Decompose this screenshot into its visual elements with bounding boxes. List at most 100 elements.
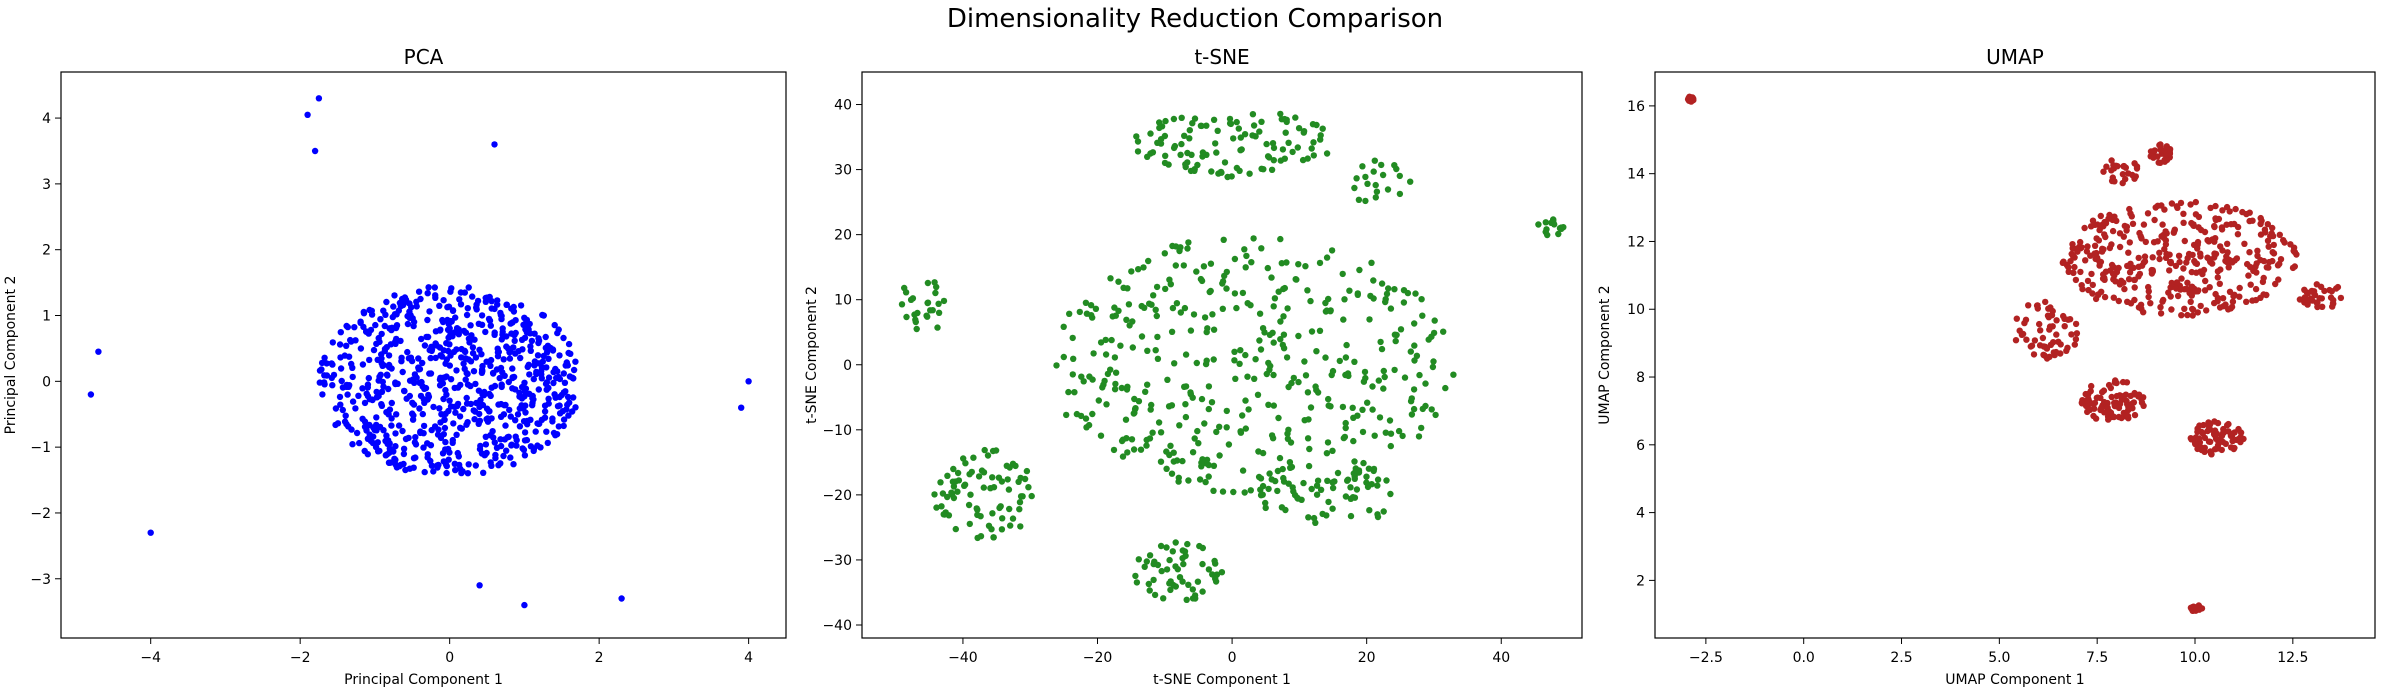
tsne-y-tick-label: −40 xyxy=(822,618,852,634)
tsne-point xyxy=(1391,286,1398,293)
umap-point xyxy=(2055,338,2062,345)
tsne-point xyxy=(1184,540,1191,548)
tsne-point xyxy=(1323,254,1331,261)
umap-point xyxy=(2249,297,2256,304)
tsne-point xyxy=(1396,172,1404,180)
pca-point xyxy=(426,308,433,315)
pca-point xyxy=(415,355,422,362)
tsne-point xyxy=(1372,181,1379,189)
umap-point xyxy=(2140,259,2148,266)
umap-point xyxy=(2269,224,2276,232)
tsne-point xyxy=(981,446,988,454)
pca-point xyxy=(476,417,484,424)
tsne-point xyxy=(1450,371,1457,378)
pca-point xyxy=(311,147,319,155)
tsne-point xyxy=(1254,391,1262,398)
tsne-point xyxy=(1183,596,1190,603)
umap-point xyxy=(2180,219,2187,226)
tsne-point xyxy=(1133,579,1141,586)
tsne-point xyxy=(1354,291,1362,298)
pca-point xyxy=(415,288,423,295)
tsne-point xyxy=(1290,374,1298,382)
umap-point xyxy=(2180,265,2187,272)
tsne-point xyxy=(1323,450,1331,457)
tsne-point xyxy=(980,469,988,476)
pca-point xyxy=(529,395,536,402)
tsne-point xyxy=(1395,427,1403,435)
tsne-point xyxy=(940,511,947,518)
umap-point xyxy=(2203,307,2210,314)
umap-point xyxy=(2197,443,2204,451)
umap-point xyxy=(2214,268,2222,275)
pca-point xyxy=(342,412,349,419)
umap-point xyxy=(2030,351,2038,358)
pca-point xyxy=(467,322,474,329)
pca-point xyxy=(449,439,456,446)
umap-point xyxy=(2135,273,2142,280)
tsne-point xyxy=(1392,337,1399,345)
tsne-point xyxy=(1380,508,1387,515)
tsne-point xyxy=(1393,165,1400,173)
tsne-point xyxy=(1069,371,1077,378)
umap-point xyxy=(2192,288,2199,295)
tsne-point xyxy=(944,472,951,479)
umap-point xyxy=(2109,227,2117,235)
tsne-point xyxy=(1112,380,1119,388)
pca-point xyxy=(512,317,519,324)
tsne-point xyxy=(924,299,932,306)
umap-point xyxy=(2041,352,2048,359)
umap-x-tick-label: 10.0 xyxy=(2179,650,2210,666)
pca-point xyxy=(521,314,528,321)
pca-point xyxy=(463,311,471,319)
tsne-point xyxy=(990,534,997,541)
umap-y-axis-label: UMAP Component 2 xyxy=(1597,285,1613,424)
umap-point xyxy=(2211,418,2218,425)
tsne-y-tick-label: 10 xyxy=(834,293,852,309)
tsne-point xyxy=(1157,542,1165,550)
tsne-point xyxy=(961,481,969,488)
umap-point xyxy=(2184,311,2191,319)
pca-point xyxy=(439,374,446,382)
tsne-point xyxy=(1366,507,1373,514)
pca-point xyxy=(421,468,428,476)
tsne-point xyxy=(1089,314,1096,321)
umap-point xyxy=(2107,384,2114,392)
pca-point xyxy=(376,447,383,455)
umap-point xyxy=(2246,249,2253,256)
umap-point xyxy=(2088,270,2095,278)
tsne-point xyxy=(1154,333,1161,341)
umap-point xyxy=(2069,252,2077,260)
umap-point xyxy=(2078,400,2086,407)
pca-point xyxy=(388,399,395,407)
pca-point xyxy=(388,422,395,429)
tsne-point xyxy=(1210,462,1218,469)
tsne-point xyxy=(1172,539,1179,546)
pca-x-tick-label: 2 xyxy=(595,650,604,666)
tsne-point xyxy=(1076,308,1084,316)
tsne-point xyxy=(1324,439,1332,446)
pca-point xyxy=(458,425,465,432)
tsne-point xyxy=(1387,490,1394,498)
tsne-point xyxy=(939,490,947,497)
tsne-point xyxy=(1399,432,1406,440)
pca-point xyxy=(560,416,568,423)
pca-point xyxy=(458,354,465,361)
pca-point xyxy=(321,372,328,379)
tsne-point xyxy=(1146,552,1154,559)
pca-point xyxy=(545,400,552,407)
pca-point xyxy=(496,374,503,382)
pca-point xyxy=(336,341,344,348)
pca-point xyxy=(469,293,476,300)
tsne-point xyxy=(1274,467,1282,475)
tsne-point xyxy=(1416,371,1423,379)
pca-point xyxy=(405,434,412,442)
pca-point xyxy=(521,429,529,436)
umap-point xyxy=(2159,298,2166,305)
tsne-point xyxy=(1340,316,1347,323)
umap-point xyxy=(2219,207,2226,214)
umap-point xyxy=(2105,416,2112,423)
pca-point xyxy=(483,358,490,365)
tsne-point xyxy=(1228,173,1235,180)
tsne-point xyxy=(1112,369,1120,376)
